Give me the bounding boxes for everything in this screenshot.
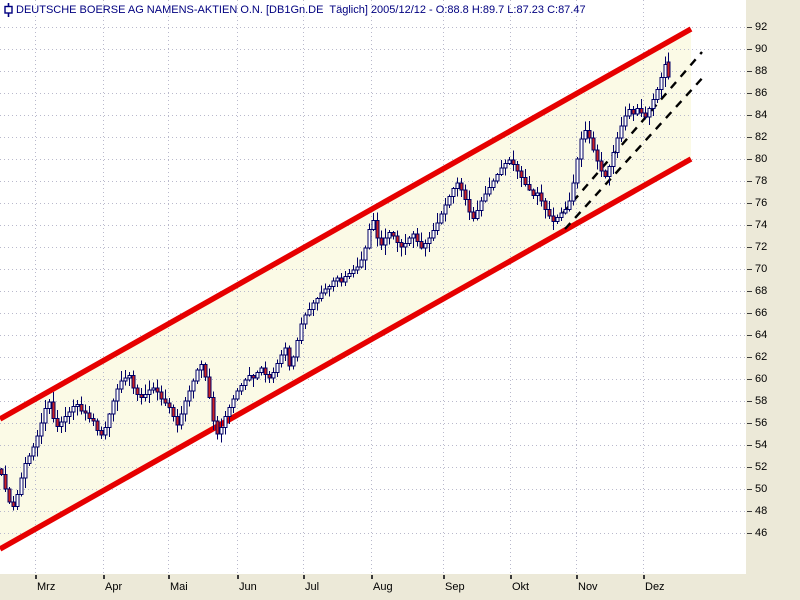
y-axis-label: 60: [755, 373, 768, 385]
y-axis-label: 88: [755, 65, 768, 77]
x-axis-tick: [371, 575, 373, 579]
y-axis-label: 90: [755, 43, 768, 55]
y-axis-label: 50: [755, 483, 768, 495]
y-axis-label: 92: [755, 21, 768, 33]
chart-title-bar: DEUTSCHE BOERSE AG NAMENS-AKTIEN O.N. [D…: [0, 0, 746, 18]
x-axis-label-aug: Aug: [373, 581, 393, 593]
y-axis-tick: [747, 26, 752, 28]
x-axis-label-apr: Apr: [105, 581, 123, 593]
y-axis-label: 54: [755, 439, 768, 451]
y-axis-tick: [747, 158, 752, 160]
x-axis: Mrz Apr Mai Jun Jul Aug Sep Okt Nov Dez: [0, 574, 746, 600]
y-axis-tick: [747, 114, 752, 116]
trend-channel-fill: [0, 29, 691, 549]
y-axis-label: 70: [755, 263, 768, 275]
y-axis-label: 78: [755, 175, 768, 187]
x-axis-label-jul: Jul: [305, 581, 320, 593]
y-axis-tick: [747, 378, 752, 380]
x-axis-tick: [303, 575, 305, 579]
y-axis-tick: [747, 444, 752, 446]
x-axis-tick: [643, 575, 645, 579]
y-axis-label: 64: [755, 329, 768, 341]
y-axis-label: 66: [755, 307, 768, 319]
y-axis-label: 48: [755, 505, 768, 517]
price-chart-plot[interactable]: [0, 0, 746, 574]
y-axis-tick: [747, 532, 752, 534]
y-axis: 92 90 88 86 84 82 80 78 76 74 72 70 68 66 64 62 60 58 56 54…: [746, 0, 800, 600]
y-axis-label: 80: [755, 153, 768, 165]
y-axis-tick: [747, 224, 752, 226]
x-axis-label-nov: Nov: [578, 581, 598, 593]
x-axis-label-jun: Jun: [239, 581, 257, 593]
x-axis-tick: [510, 575, 512, 579]
y-axis-label: 74: [755, 219, 768, 231]
y-axis-tick: [747, 268, 752, 270]
x-axis-tick: [443, 575, 445, 579]
candlestick-icon: [4, 3, 13, 17]
y-axis-tick: [747, 202, 752, 204]
dashed-trendlines: [562, 51, 707, 230]
y-axis-tick: [747, 312, 752, 314]
y-axis-tick: [747, 334, 752, 336]
y-axis-tick: [747, 466, 752, 468]
y-axis-label: 58: [755, 395, 768, 407]
y-axis-label: 72: [755, 241, 768, 253]
y-axis-tick: [747, 400, 752, 402]
y-axis-label: 52: [755, 461, 768, 473]
y-axis-label: 56: [755, 417, 768, 429]
y-axis-tick: [747, 48, 752, 50]
x-axis-tick: [168, 575, 170, 579]
x-axis-label-okt: Okt: [512, 581, 530, 593]
y-axis-label: 84: [755, 109, 768, 121]
y-axis-label: 82: [755, 131, 768, 143]
y-axis-tick: [747, 92, 752, 94]
y-axis-label: 46: [755, 527, 768, 539]
x-axis-label-mrz: Mrz: [37, 581, 56, 593]
y-axis-tick: [747, 246, 752, 248]
y-axis-label: 86: [755, 87, 768, 99]
y-axis-label: 76: [755, 197, 768, 209]
x-axis-tick: [576, 575, 578, 579]
x-axis-tick: [35, 575, 37, 579]
y-axis-tick: [747, 356, 752, 358]
x-axis-label-sep: Sep: [445, 581, 465, 593]
y-axis-tick: [747, 290, 752, 292]
trend-channel-lines: [0, 26, 693, 552]
y-axis-tick: [747, 70, 752, 72]
x-axis-label-dez: Dez: [645, 581, 665, 593]
chart-title: DEUTSCHE BOERSE AG NAMENS-AKTIEN O.N. [D…: [16, 4, 586, 16]
y-axis-tick: [747, 136, 752, 138]
y-axis-label: 62: [755, 351, 768, 363]
x-axis-tick: [103, 575, 105, 579]
y-axis-tick: [747, 422, 752, 424]
y-axis-tick: [747, 488, 752, 490]
y-axis-tick: [747, 180, 752, 182]
x-axis-tick: [237, 575, 239, 579]
y-axis-label: 68: [755, 285, 768, 297]
candlestick-series: [0, 52, 671, 511]
y-axis-tick: [747, 510, 752, 512]
x-axis-label-mai: Mai: [170, 581, 188, 593]
